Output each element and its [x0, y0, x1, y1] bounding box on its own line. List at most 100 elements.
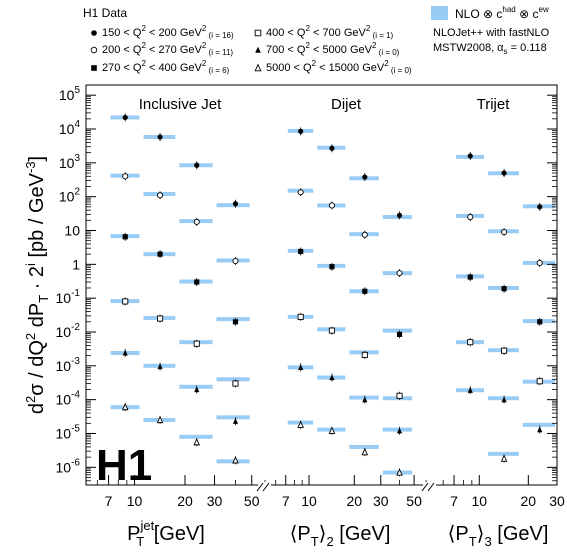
legend-label-sub: (i = 1): [370, 31, 393, 40]
data-point-open-square: [501, 347, 508, 354]
theory-band: [488, 451, 519, 456]
data-point-open-square: [328, 327, 335, 334]
y-tick-label: 10: [64, 223, 80, 239]
legend-label-part: 400 < Q: [266, 27, 306, 39]
theory-label-part: NLO ⊗ c: [455, 7, 502, 21]
data-point-filled-circle: [501, 170, 507, 176]
plot-area-border: [85, 84, 558, 486]
x-tick-label: 10: [471, 493, 487, 509]
data-point-filled-circle: [122, 114, 128, 121]
y-tick-exponent: 5: [74, 85, 80, 96]
legend-label-part: < 400 GeV: [146, 62, 203, 74]
data-point-open-square: [396, 392, 403, 399]
h1-logo: H1: [96, 441, 152, 490]
theory-band: [216, 203, 250, 208]
theory-label-sup: had: [502, 5, 515, 14]
y-tick-base: 10: [59, 155, 75, 171]
legend-entry-label: 5000 < Q2 < 15000 GeV2 (i = 0): [266, 59, 412, 75]
y-tick-label: 10-5: [56, 423, 81, 441]
legend-label-part: 200 < Q: [102, 44, 142, 56]
y-tick-label: 10-2: [56, 322, 81, 340]
x-label-part: ⟩: [477, 523, 485, 545]
x-tick-label: 7: [105, 493, 113, 509]
y-tick-label: 10-6: [56, 457, 81, 475]
data-point-filled-triangle: [362, 396, 368, 403]
data-point-open-square: [122, 298, 129, 305]
data-point-open-circle: [193, 218, 200, 225]
x-label-sup: jet: [139, 518, 154, 533]
legend-label-sub: (i = 6): [206, 66, 229, 75]
data-point-filled-square: [122, 234, 128, 240]
data-point-open-square: [297, 313, 304, 320]
y-label-part: [pb / GeV: [26, 172, 48, 263]
legend-label-sup: 2: [305, 24, 310, 33]
data-point-open-circle: [467, 213, 474, 221]
legend-label-sup: 2: [141, 59, 146, 68]
data-point-filled-square: [298, 248, 304, 255]
data-point-filled-circle: [396, 212, 403, 218]
data-point-filled-triangle: [255, 46, 261, 53]
data-point-filled-triangle: [329, 374, 335, 381]
data-point-open-triangle: [396, 468, 403, 476]
theory-bands: [110, 115, 555, 475]
panel-title: Trijet: [477, 96, 511, 113]
axes: 10-610-510-410-310-210-1110102103104105d…: [23, 84, 565, 549]
axis-break-gap: [423, 482, 436, 492]
legend-label-part: < 700 GeV: [310, 27, 367, 39]
x-label-sub: T: [136, 534, 144, 549]
axis-break-mark: [262, 482, 270, 492]
legend-label-sup: 2: [305, 41, 310, 50]
legend-label-sup: 2: [372, 41, 377, 50]
theory-note-part: MSTW2008, α: [433, 42, 504, 54]
data-point-filled-triangle: [157, 363, 163, 370]
y-label-sub: T: [36, 295, 51, 303]
theory-band: [179, 434, 213, 439]
legend-entry-label: 400 < Q2 < 700 GeV2 (i = 1): [266, 24, 394, 40]
y-tick-label: 10-1: [56, 288, 81, 306]
data-point-open-square: [193, 340, 200, 347]
data-point-filled-triangle: [122, 349, 128, 356]
data-point-open-circle: [328, 202, 335, 209]
y-tick-base: 10: [59, 189, 75, 205]
axis-break-mark: [427, 482, 435, 492]
x-axis-label: ⟨PT⟩2 [GeV]: [290, 523, 391, 549]
y-label-part: d: [26, 403, 48, 414]
y-tick-exponent: -5: [71, 423, 80, 434]
y-label-sup: -3: [23, 161, 38, 173]
x-tick-label: 20: [346, 493, 362, 509]
x-tick-label: 7: [450, 493, 458, 509]
legend-label-sup: 2: [384, 59, 389, 68]
y-tick-exponent: 4: [74, 119, 80, 130]
theory-band: [179, 384, 213, 389]
y-tick-exponent: -3: [71, 356, 80, 367]
data-point-filled-square: [194, 279, 200, 285]
data-point-filled-circle: [467, 153, 473, 159]
data-point-filled-circle: [362, 174, 368, 180]
theory-band: [382, 470, 413, 475]
theory-band: [382, 328, 413, 333]
theory-legend-label: NLO ⊗ chad ⊗ cew: [455, 5, 549, 21]
theory-band: [216, 317, 250, 322]
x-label-part: P: [127, 523, 140, 545]
data-point-open-circle: [396, 270, 403, 277]
data-point-open-circle: [501, 229, 508, 236]
data-point-filled-square: [537, 319, 543, 325]
data-point-filled-triangle: [298, 364, 304, 370]
data-point-open-square: [254, 29, 262, 37]
x-tick-label: 50: [406, 493, 422, 509]
y-tick-label: 10-3: [56, 356, 81, 374]
data-point-filled-square: [501, 286, 507, 292]
x-axis-label: Pjet T [GeV]: [127, 518, 205, 549]
y-tick-base: 10: [56, 425, 72, 441]
legend-label-sub: (i = 16): [206, 31, 234, 40]
data-point-filled-triangle: [232, 418, 239, 424]
y-tick-exponent: -6: [71, 457, 80, 468]
x-tick-label: 30: [373, 493, 389, 509]
theory-band: [382, 427, 413, 432]
data-point-open-square: [536, 378, 543, 385]
legend-label-part: < 15000 GeV: [316, 62, 385, 74]
data-point-filled-triangle: [537, 426, 543, 433]
data-point-filled-triangle: [194, 386, 200, 393]
legend-label-sub: (i = 0): [389, 66, 412, 75]
